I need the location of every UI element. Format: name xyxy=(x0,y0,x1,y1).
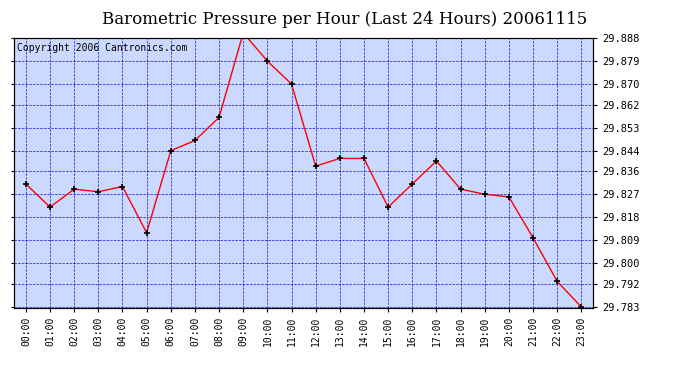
Text: Barometric Pressure per Hour (Last 24 Hours) 20061115: Barometric Pressure per Hour (Last 24 Ho… xyxy=(102,11,588,28)
Text: Copyright 2006 Cantronics.com: Copyright 2006 Cantronics.com xyxy=(17,43,187,53)
